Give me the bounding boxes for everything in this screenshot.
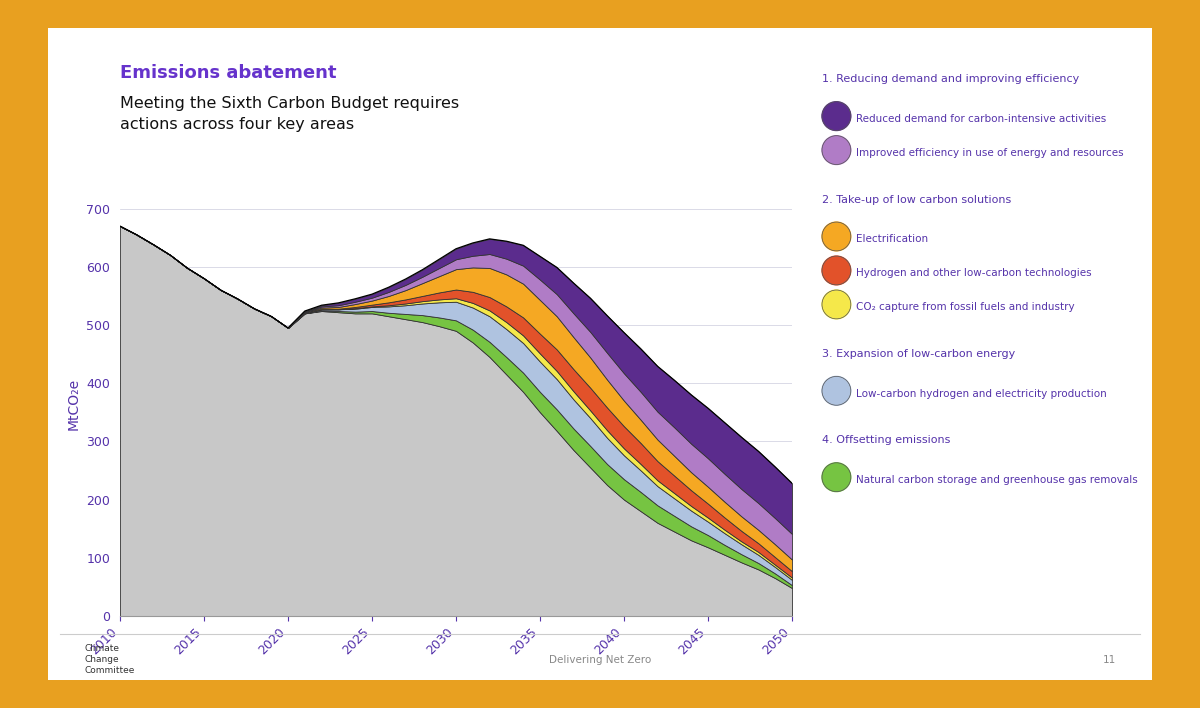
Text: Emissions abatement: Emissions abatement [120, 64, 336, 81]
Text: Improved efficiency in use of energy and resources: Improved efficiency in use of energy and… [856, 148, 1123, 158]
Text: Electrification: Electrification [856, 234, 928, 244]
Text: 11: 11 [1103, 655, 1116, 665]
Text: Low-carbon hydrogen and electricity production: Low-carbon hydrogen and electricity prod… [856, 389, 1106, 399]
Text: Meeting the Sixth Carbon Budget requires
actions across four key areas: Meeting the Sixth Carbon Budget requires… [120, 96, 460, 132]
Text: 2. Take-up of low carbon solutions: 2. Take-up of low carbon solutions [822, 195, 1012, 205]
Y-axis label: MtCO₂e: MtCO₂e [67, 377, 80, 430]
Text: 1. Reducing demand and improving efficiency: 1. Reducing demand and improving efficie… [822, 74, 1079, 84]
Text: Climate
Change
Committee: Climate Change Committee [84, 644, 134, 675]
Text: Reduced demand for carbon-intensive activities: Reduced demand for carbon-intensive acti… [856, 114, 1106, 124]
Text: 3. Expansion of low-carbon energy: 3. Expansion of low-carbon energy [822, 349, 1015, 359]
Text: Natural carbon storage and greenhouse gas removals: Natural carbon storage and greenhouse ga… [856, 475, 1138, 485]
Text: 4. Offsetting emissions: 4. Offsetting emissions [822, 435, 950, 445]
Text: CO₂ capture from fossil fuels and industry: CO₂ capture from fossil fuels and indust… [856, 302, 1074, 312]
Text: Hydrogen and other low-carbon technologies: Hydrogen and other low-carbon technologi… [856, 268, 1091, 278]
Text: Delivering Net Zero: Delivering Net Zero [548, 655, 652, 665]
